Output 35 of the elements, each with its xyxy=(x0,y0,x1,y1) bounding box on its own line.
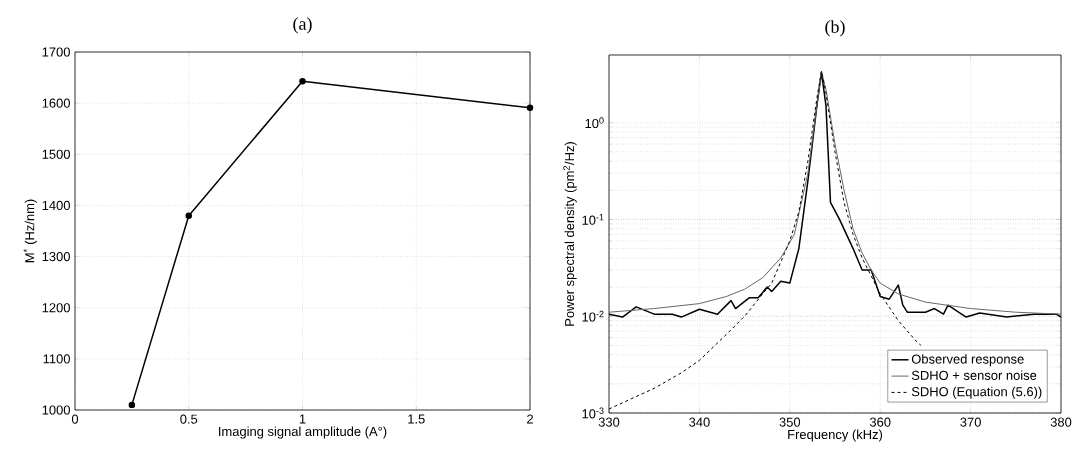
x-axis-title: Imaging signal amplitude (A°) xyxy=(219,426,387,439)
y-tick-label: 1300 xyxy=(42,251,70,262)
y-tick-label: 10$^{-2}$ xyxy=(582,310,604,322)
y-axis-title: Power spectral density (pm$^{2}$/Hz) xyxy=(563,142,577,326)
x-tick-label: 340 xyxy=(689,417,710,427)
y-tick-label: 1100 xyxy=(43,354,70,364)
x-tick-label: 370 xyxy=(960,417,981,427)
y-tick-label: 1400 xyxy=(42,200,70,211)
x-axis-title: Frequency (kHz) xyxy=(788,429,883,442)
x-tick-label: 2 xyxy=(527,414,533,424)
y-tick-label: 10$^{0}$ xyxy=(585,117,604,129)
legend-label: Observed response xyxy=(911,354,1024,367)
point xyxy=(526,104,534,111)
y-tick-label: 1600 xyxy=(42,98,70,108)
chart-title: (a) xyxy=(293,17,312,34)
x-tick-label: 380 xyxy=(1050,417,1072,427)
point xyxy=(299,77,306,85)
x-tick-label: 1.5 xyxy=(408,414,425,424)
y-tick-label: 1000 xyxy=(42,405,70,415)
x-tick-label: 1 xyxy=(299,414,306,424)
x-tick-label: 360 xyxy=(869,417,891,427)
y-tick-label: 1700 xyxy=(42,47,70,57)
x-tick-label: 330 xyxy=(598,417,620,427)
y-tick-label: 1500 xyxy=(42,149,70,159)
point xyxy=(185,212,192,219)
y-tick-label: 10$^{-1}$ xyxy=(582,214,604,225)
legend-label: SDHO (Equation (5.6)) xyxy=(911,386,1042,399)
x-tick-label: 350 xyxy=(779,417,801,427)
legend-label: SDHO + sensor noise xyxy=(911,370,1037,380)
x-tick-label: 0.5 xyxy=(180,414,198,424)
y-tick-label: 1200 xyxy=(42,303,70,313)
point xyxy=(128,401,136,409)
x-tick-label: 0 xyxy=(71,414,79,424)
y-axis-title: M$^{*}$ (Hz/nm) xyxy=(23,199,37,263)
chart-title: (b) xyxy=(825,20,845,37)
